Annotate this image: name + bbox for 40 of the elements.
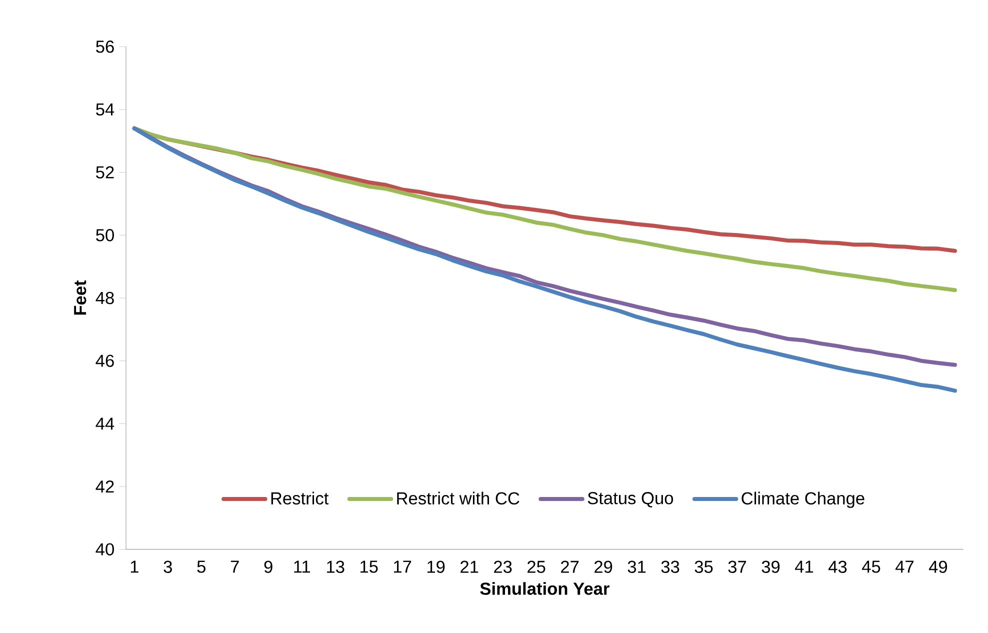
x-tick-label: 17 [394, 560, 412, 572]
x-tick-label: 49 [928, 560, 948, 573]
y-tick-label: 48 [96, 292, 114, 304]
x-tick-label: 29 [594, 560, 612, 573]
y-tick-label: 40 [96, 543, 114, 556]
y-tick-label: 44 [96, 418, 114, 430]
x-tick-label: 33 [661, 560, 680, 573]
x-tick-label: 45 [862, 560, 880, 573]
x-tick-label: 11 [294, 560, 310, 572]
x-tick-label: 31 [628, 560, 646, 573]
x-tick-label: 35 [694, 560, 713, 573]
y-tick-label: 50 [96, 228, 114, 242]
x-tick-label: 27 [561, 560, 579, 573]
legend-label: Restrict with CC [397, 492, 520, 504]
x-tick-label: 21 [460, 560, 478, 573]
x-tick-label: 25 [528, 560, 546, 573]
y-tick-label: 46 [96, 354, 114, 367]
y-axis-title: Feet [74, 280, 86, 315]
x-tick-label: 47 [895, 560, 914, 572]
x-tick-label: 23 [494, 560, 512, 573]
legend-label: Restrict [271, 492, 329, 504]
legend-label: Status Quo [588, 492, 674, 508]
x-tick-label: 15 [360, 560, 378, 573]
y-tick-label: 56 [96, 40, 114, 53]
x-tick-label: 3 [164, 560, 172, 573]
x-tick-label: 43 [828, 560, 847, 573]
x-tick-label: 37 [728, 560, 746, 573]
x-tick-label: 39 [762, 560, 780, 573]
x-tick-label: 1 [130, 560, 138, 572]
y-tick-label: 52 [96, 166, 114, 178]
x-tick-label: 41 [795, 560, 814, 572]
x-tick-label: 13 [327, 560, 344, 573]
legend-label: Climate Change [742, 492, 864, 508]
x-tick-label: 9 [264, 560, 272, 573]
x-tick-label: 19 [427, 560, 445, 573]
x-tick-label: 5 [197, 560, 206, 573]
y-tick-label: 42 [96, 480, 114, 492]
x-axis-title: Simulation Year [480, 582, 610, 595]
y-tick-label: 54 [96, 103, 114, 116]
x-tick-label: 7 [230, 560, 239, 572]
